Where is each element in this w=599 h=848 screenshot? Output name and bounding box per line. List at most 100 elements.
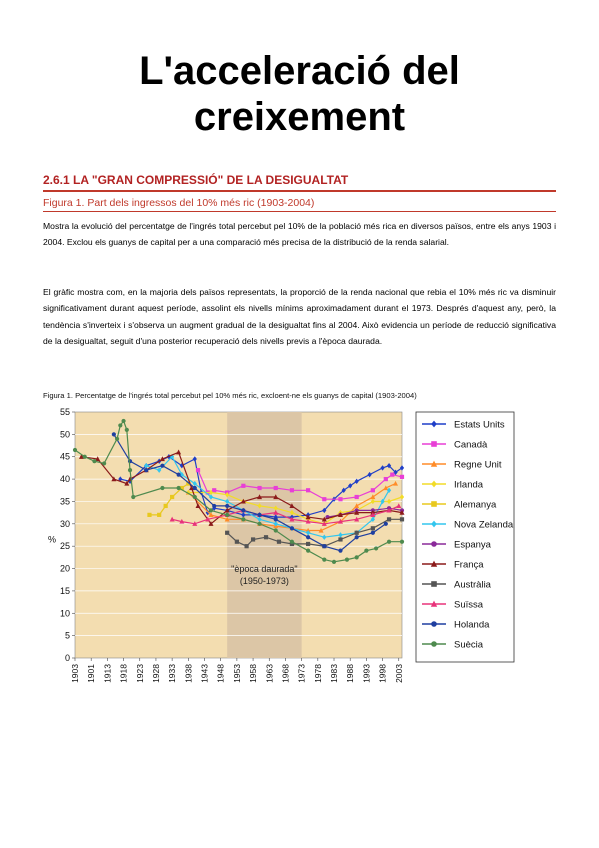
data-point [370, 512, 376, 517]
figure-caption: Figura 1. Part dels ingressos del 10% mé… [43, 197, 556, 212]
data-point [127, 459, 133, 464]
data-point [273, 528, 278, 533]
series-9 [169, 503, 402, 526]
data-point [399, 539, 405, 544]
annotation-line-2: (1950-1973) [240, 576, 289, 586]
legend-label: Regne Unit [454, 460, 502, 471]
data-point [95, 456, 101, 462]
legend-marker [431, 441, 437, 447]
y-tick-label: 20 [60, 564, 70, 574]
x-tick-label: 1968 [280, 664, 290, 683]
data-point [273, 505, 278, 511]
data-point [344, 557, 350, 562]
data-point [337, 512, 343, 517]
data-point [399, 494, 405, 500]
data-point [195, 468, 201, 473]
data-point [322, 507, 327, 514]
data-point [354, 516, 360, 522]
x-tick-label: 1943 [200, 664, 210, 683]
data-point [114, 436, 120, 441]
data-point [225, 503, 230, 509]
data-point [370, 488, 375, 493]
legend-entry: Suïssa [422, 600, 484, 611]
data-point [257, 494, 263, 500]
legend-entry: Holanda [422, 620, 490, 631]
data-point [102, 461, 107, 466]
data-point [163, 503, 168, 509]
data-point [386, 507, 392, 513]
y-tick-label: 40 [60, 474, 70, 484]
chart-title: Figura 1. Percentatge de l'ingrés total … [43, 391, 417, 400]
data-point [322, 557, 327, 562]
data-point [370, 526, 375, 531]
legend-marker [431, 581, 437, 587]
data-point [289, 488, 295, 493]
data-point [354, 530, 359, 535]
paragraph-analysis: El gràfic mostra com, en la majoria dels… [43, 287, 556, 347]
data-point [92, 459, 97, 464]
data-point [170, 494, 175, 500]
legend-entry: Regne Unit [422, 460, 502, 471]
data-point [205, 516, 211, 522]
data-point [367, 471, 372, 478]
data-point [244, 544, 249, 549]
data-point [364, 548, 369, 553]
legend-label: Suïssa [454, 600, 484, 611]
data-point [124, 480, 130, 486]
data-point [383, 485, 389, 491]
legend-box [415, 411, 515, 663]
data-point [380, 465, 385, 471]
data-point [306, 548, 311, 553]
data-point [179, 485, 184, 491]
legend-marker [431, 621, 437, 627]
data-point [390, 472, 395, 477]
data-point [225, 498, 230, 505]
x-tick-label: 1998 [378, 664, 388, 683]
legend-marker [430, 560, 438, 567]
data-point [241, 517, 246, 522]
data-point [195, 503, 201, 509]
data-point [289, 516, 295, 522]
legend-marker [431, 520, 437, 528]
data-point [179, 518, 185, 524]
data-point [322, 497, 327, 502]
data-point [127, 468, 133, 473]
y-tick-label: 45 [60, 452, 70, 462]
x-tick-label: 1933 [167, 664, 177, 683]
data-point [250, 537, 256, 542]
data-point [393, 469, 398, 476]
data-point [318, 527, 324, 533]
data-point [380, 498, 385, 505]
series-8 [225, 517, 405, 549]
x-tick-label: 1983 [329, 664, 339, 683]
data-point [273, 494, 279, 500]
data-point [399, 517, 405, 522]
title-line-2: creixement [193, 95, 406, 139]
section-heading: 2.6.1 LA "GRAN COMPRESSIÓ" DE LA DESIGUA… [43, 173, 556, 192]
data-point [383, 476, 388, 482]
legend-entry: Espanya [422, 540, 492, 551]
data-point [176, 485, 181, 491]
data-point [192, 485, 197, 491]
data-point [208, 508, 214, 513]
x-tick-label: 1938 [183, 664, 193, 683]
series-line [187, 483, 396, 532]
data-point [189, 485, 195, 491]
legend-label: Canadà [454, 440, 488, 451]
data-point [321, 521, 327, 526]
series-line [146, 455, 390, 538]
legend-entry: Austràlia [422, 580, 492, 591]
data-point [192, 521, 198, 526]
data-point [370, 494, 376, 500]
data-point [225, 530, 230, 535]
series-11 [72, 418, 405, 564]
data-point [321, 516, 327, 522]
data-point [157, 467, 162, 473]
title-line-1: L'acceleració del [139, 49, 460, 93]
data-point [208, 521, 214, 526]
data-point [111, 432, 116, 437]
data-point [273, 485, 278, 491]
data-point [348, 483, 353, 489]
data-point [225, 512, 230, 517]
data-point [257, 521, 262, 526]
